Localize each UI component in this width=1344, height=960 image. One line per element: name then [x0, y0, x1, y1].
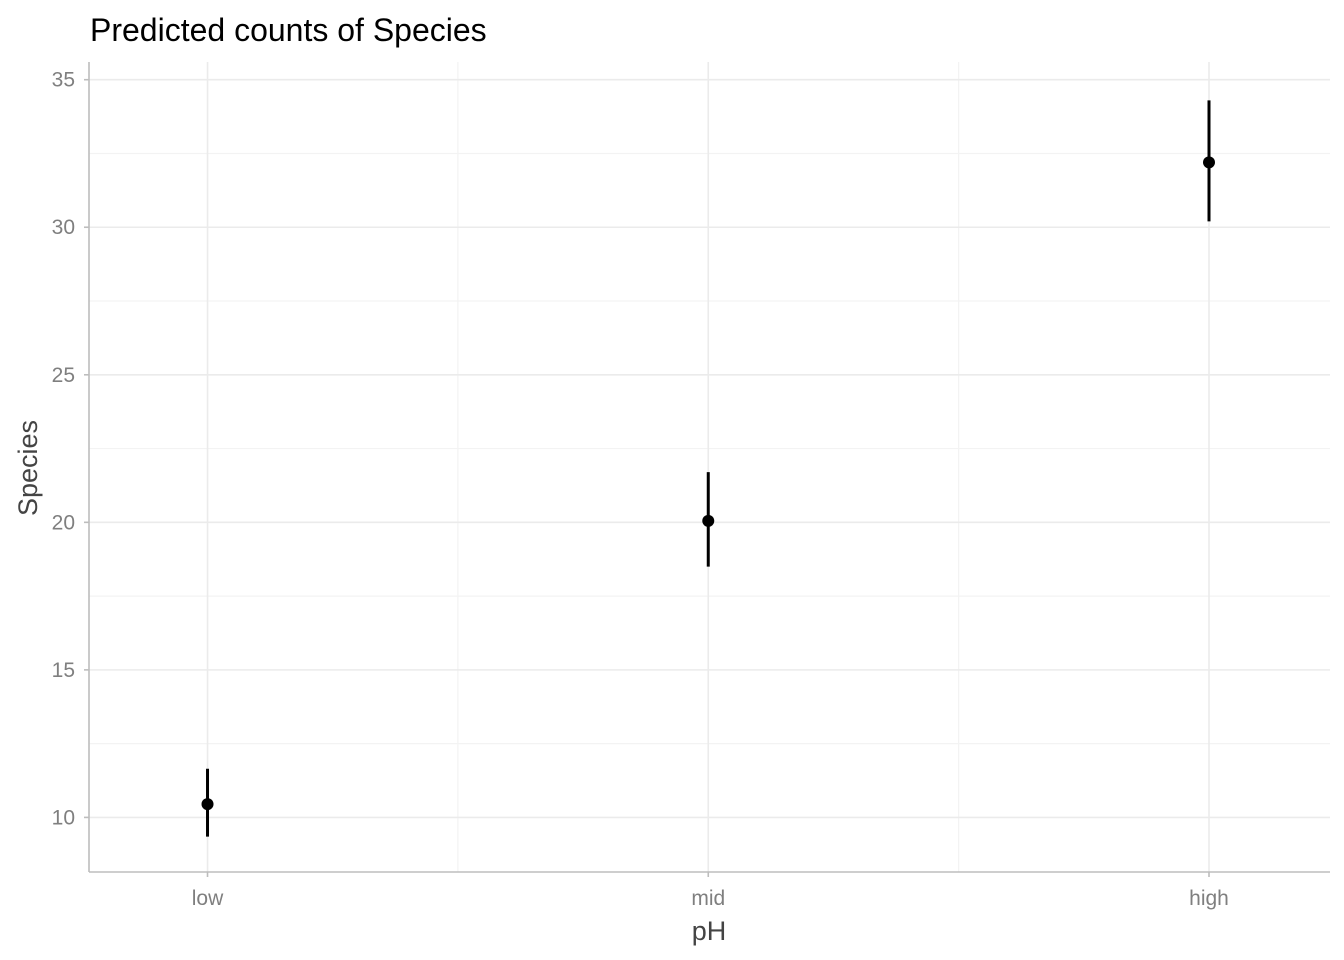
x-axis-title: pH [692, 916, 727, 946]
y-tick-label: 35 [52, 69, 75, 92]
grid [89, 62, 1330, 872]
data-point-low [201, 798, 214, 811]
y-tick-labels: 10 15 20 25 30 35 [52, 69, 75, 830]
y-axis-title: Species [13, 420, 43, 516]
y-tick-label: 15 [52, 659, 75, 682]
y-tick-label: 25 [52, 364, 75, 387]
x-tick-label: mid [691, 887, 725, 910]
x-tick-label: high [1189, 887, 1229, 910]
y-tick-label: 10 [52, 806, 75, 829]
chart-title: Predicted counts of Species [90, 12, 487, 48]
x-tick-label: low [192, 887, 224, 910]
data-point-mid [702, 514, 715, 527]
x-tick-labels: low mid high [192, 887, 1229, 910]
y-tick-label: 20 [52, 511, 75, 534]
y-tick-label: 30 [52, 216, 75, 239]
axes [84, 62, 1330, 877]
data-marks [201, 100, 1216, 837]
data-point-high [1203, 156, 1216, 169]
